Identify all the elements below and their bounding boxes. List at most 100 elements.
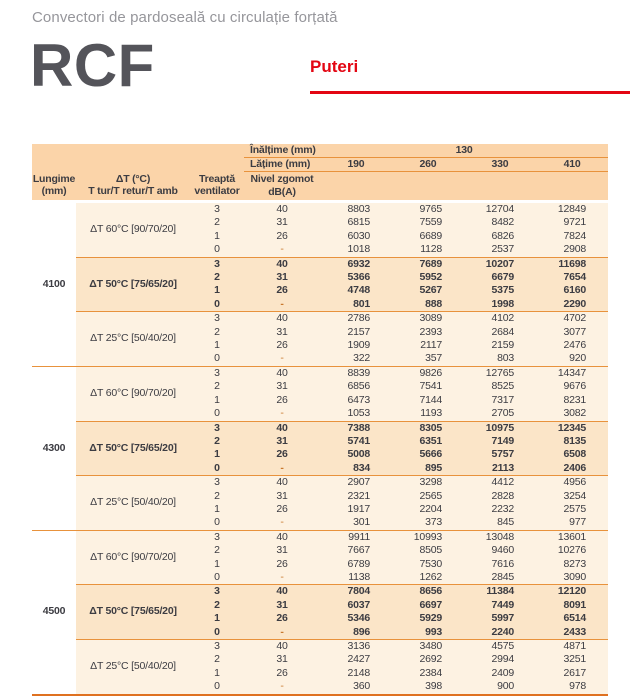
nivel-cell: 26 bbox=[244, 612, 320, 626]
nivel-cell: 26 bbox=[244, 557, 320, 571]
table-row: 0 - 896 993 2240 2433 bbox=[32, 625, 609, 640]
power-value-cell: 5008 bbox=[320, 448, 392, 462]
column-header-line: ΔT (°C) bbox=[115, 172, 151, 185]
power-value-cell: 1053 bbox=[320, 407, 392, 422]
power-value-cell: 3136 bbox=[320, 639, 392, 654]
treapta-cell: 1 bbox=[190, 448, 244, 462]
power-value-cell: 1262 bbox=[392, 570, 464, 586]
power-value-cell: 2433 bbox=[536, 625, 609, 640]
power-value-cell: 11698 bbox=[536, 257, 609, 272]
column-header-line: Treaptă bbox=[199, 172, 235, 185]
power-value-cell: 6789 bbox=[320, 557, 392, 571]
power-value-cell: 360 bbox=[320, 680, 392, 696]
power-value-cell: 2908 bbox=[536, 243, 609, 258]
width-value: 190 bbox=[320, 157, 392, 172]
lungime-cell: 4500 bbox=[32, 530, 76, 696]
column-header-line: T tur/T retur/T amb bbox=[88, 185, 178, 198]
model-title: RCF bbox=[30, 32, 155, 99]
nivel-cell: 40 bbox=[244, 639, 320, 654]
nivel-cell: - bbox=[244, 407, 320, 422]
power-value-cell: 301 bbox=[320, 516, 392, 531]
power-value-cell: 8135 bbox=[536, 434, 609, 449]
nivel-cell: 40 bbox=[244, 203, 320, 217]
power-value-cell: 2476 bbox=[536, 339, 609, 353]
power-value-cell: 2828 bbox=[464, 489, 536, 503]
column-header-line: dB(A) bbox=[268, 185, 296, 198]
nivel-cell: - bbox=[244, 352, 320, 367]
table-row: 1 26 6473 7144 7317 8231 bbox=[32, 393, 609, 408]
power-value-cell: 2575 bbox=[536, 502, 609, 517]
table-row: 0 - 360 398 900 978 bbox=[32, 680, 609, 696]
power-value-cell: 6679 bbox=[464, 271, 536, 285]
dt-label-cell: ΔT 50°C [75/65/20] bbox=[76, 257, 190, 313]
power-value-cell: 7530 bbox=[392, 557, 464, 571]
no-noise-dash: - bbox=[280, 570, 284, 583]
table-row: 1 26 1917 2204 2232 2575 bbox=[32, 502, 609, 517]
treapta-cell: 1 bbox=[190, 339, 244, 353]
power-value-cell: 398 bbox=[392, 680, 464, 696]
power-value-cell: 4871 bbox=[536, 639, 609, 654]
treapta-cell: 2 bbox=[190, 544, 244, 558]
power-value-cell: 8482 bbox=[464, 216, 536, 230]
power-value-cell: 2232 bbox=[464, 502, 536, 517]
power-value-cell: 3298 bbox=[392, 475, 464, 490]
power-value-cell: 12345 bbox=[536, 421, 609, 435]
treapta-cell: 0 bbox=[190, 625, 244, 640]
dt-label-cell: ΔT 50°C [75/65/20] bbox=[76, 421, 190, 477]
nivel-cell: 31 bbox=[244, 380, 320, 394]
table-row: 1 26 2148 2384 2409 2617 bbox=[32, 666, 609, 681]
power-value-cell: 8273 bbox=[536, 557, 609, 571]
power-value-cell: 1018 bbox=[320, 243, 392, 258]
power-value-cell: 7388 bbox=[320, 421, 392, 435]
treapta-cell: 3 bbox=[190, 257, 244, 272]
power-value-cell: 2845 bbox=[464, 570, 536, 586]
treapta-cell: 1 bbox=[190, 557, 244, 571]
power-value-cell: 1917 bbox=[320, 502, 392, 517]
height-label: Înălțime (mm) bbox=[244, 144, 320, 158]
nivel-cell: 31 bbox=[244, 598, 320, 613]
nivel-cell: 26 bbox=[244, 502, 320, 517]
table-row: 0 - 801 888 1998 2290 bbox=[32, 297, 609, 313]
power-value-cell: 2117 bbox=[392, 339, 464, 353]
no-noise-dash: - bbox=[280, 625, 284, 638]
power-value-cell: 8839 bbox=[320, 366, 392, 381]
header-row-height: Înălțime (mm) 130 bbox=[32, 144, 609, 158]
table-row: 2 31 6037 6697 7449 8091 bbox=[32, 598, 609, 613]
power-value-cell: 10975 bbox=[464, 421, 536, 435]
power-value-cell: 2409 bbox=[464, 666, 536, 681]
table-row: 4500 ΔT 60°C [90/70/20] 3 40 9911 10993 13048 1… bbox=[32, 530, 609, 696]
header-spacer bbox=[32, 144, 244, 158]
power-value-cell: 2907 bbox=[320, 475, 392, 490]
dt-label-cell: ΔT 60°C [90/70/20] bbox=[76, 530, 190, 586]
power-value-cell: 2692 bbox=[392, 653, 464, 667]
treapta-cell: 2 bbox=[190, 598, 244, 613]
gap-cell bbox=[32, 200, 609, 203]
power-value-cell: 6473 bbox=[320, 393, 392, 408]
power-value-cell: 4956 bbox=[536, 475, 609, 490]
treapta-cell: 1 bbox=[190, 612, 244, 626]
section-label: Puteri bbox=[310, 57, 359, 76]
power-value-cell: 6514 bbox=[536, 612, 609, 626]
power-value-cell: 1138 bbox=[320, 570, 392, 586]
height-value: 130 bbox=[320, 144, 609, 158]
power-value-cell: 7824 bbox=[536, 229, 609, 244]
treapta-cell: 3 bbox=[190, 366, 244, 381]
power-value-cell: 373 bbox=[392, 516, 464, 531]
nivel-cell: 26 bbox=[244, 393, 320, 408]
power-value-cell: 2617 bbox=[536, 666, 609, 681]
table-row: 1 26 6030 6689 6826 7824 bbox=[32, 229, 609, 244]
power-value-cell: 3090 bbox=[536, 570, 609, 586]
treapta-cell: 3 bbox=[190, 639, 244, 654]
nivel-cell: 40 bbox=[244, 584, 320, 599]
power-value-cell: 1998 bbox=[464, 297, 536, 313]
treapta-cell: 3 bbox=[190, 584, 244, 599]
power-value-cell: 6037 bbox=[320, 598, 392, 613]
power-value-cell: 12120 bbox=[536, 584, 609, 599]
treapta-cell: 2 bbox=[190, 325, 244, 340]
nivel-cell: - bbox=[244, 297, 320, 313]
width-value: 330 bbox=[464, 157, 536, 172]
power-value-cell: 2113 bbox=[464, 461, 536, 477]
treapta-cell: 3 bbox=[190, 530, 244, 545]
power-value-cell: 2384 bbox=[392, 666, 464, 681]
table-row: 0 - 1053 1193 2705 3082 bbox=[32, 407, 609, 422]
